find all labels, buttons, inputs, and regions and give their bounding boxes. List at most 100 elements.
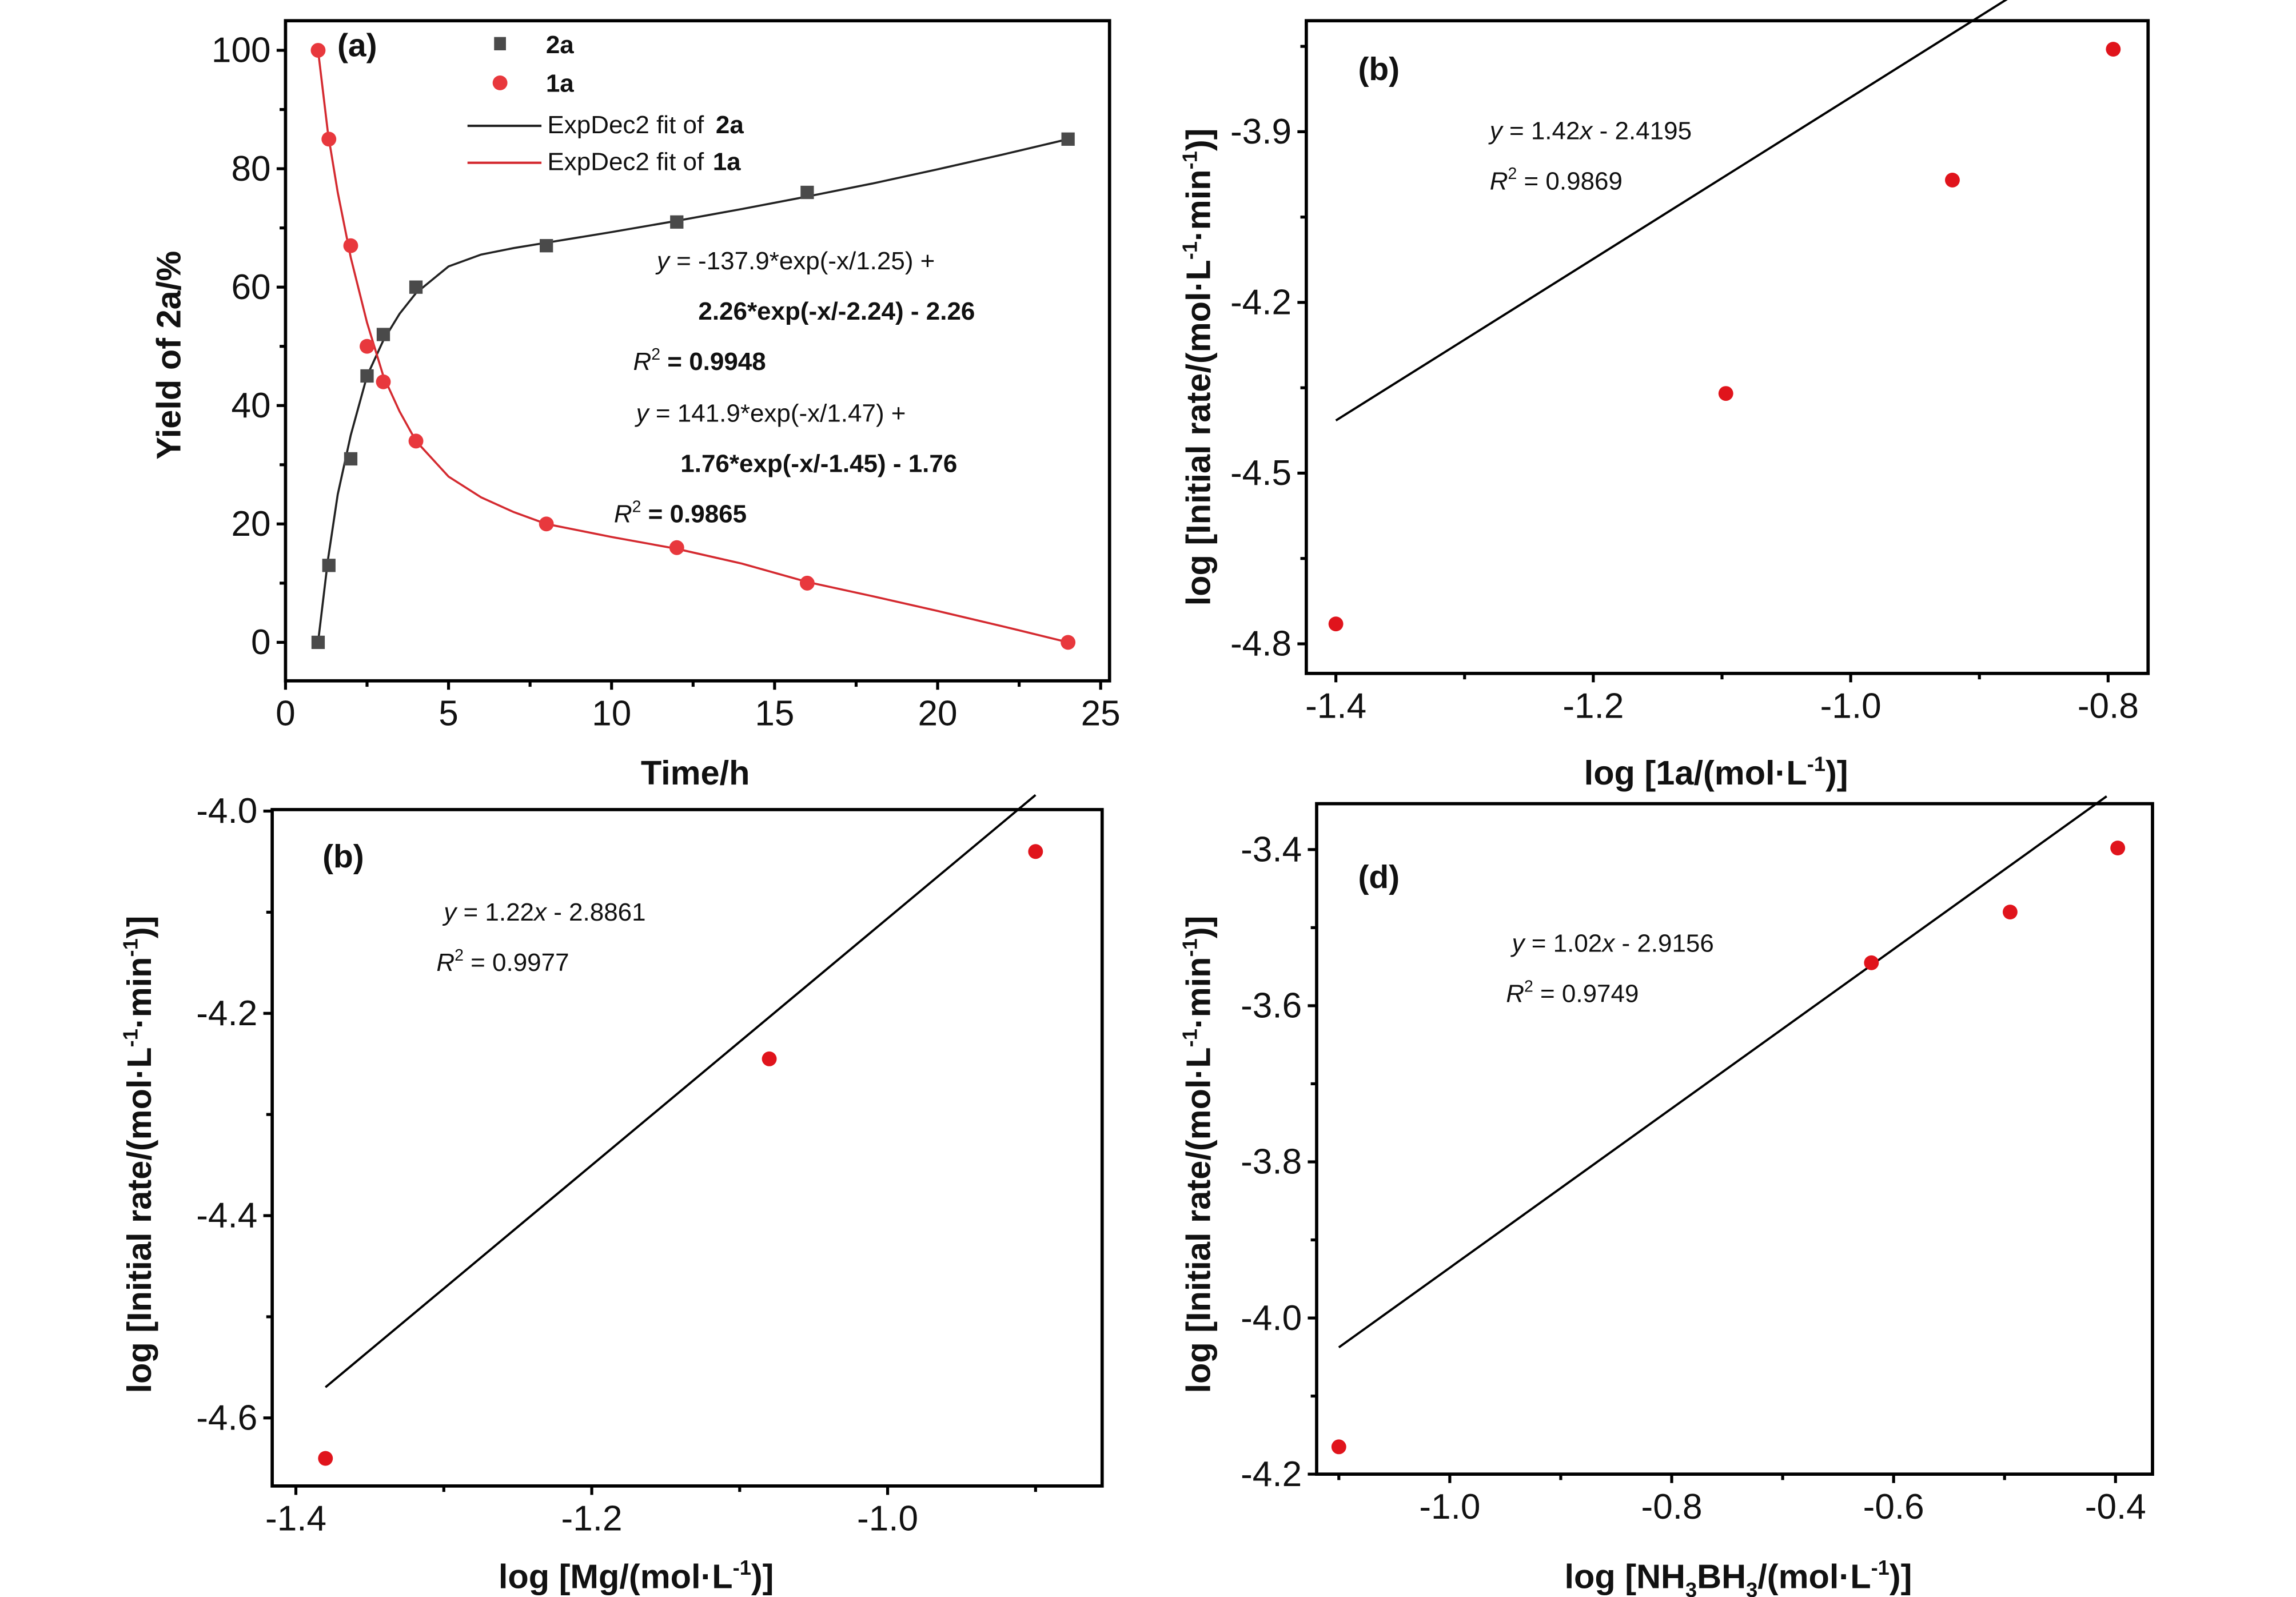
linear-fit-line bbox=[1335, 0, 2008, 422]
panel-b-equation: y = 1.42x - 2.4195 bbox=[1488, 117, 1692, 145]
panel-d-fit bbox=[1338, 795, 2107, 1348]
panel-c-xlabel: log [Mg/(mol·L-1)] bbox=[499, 1556, 774, 1595]
data-point bbox=[2003, 905, 2018, 919]
y-tick-label: -4.2 bbox=[1241, 1455, 1302, 1494]
data-point-2a bbox=[1061, 132, 1075, 146]
y-tick-label: -3.8 bbox=[1241, 1142, 1302, 1182]
data-point bbox=[1945, 173, 1960, 188]
y-tick-label: -4.0 bbox=[1241, 1299, 1302, 1338]
panel-b: -1.4 -1.2 -1.0 -0.8 -3.9 -4.2 -4.5 -4.8 (b) y =… bbox=[1178, 0, 2150, 792]
data-point-1a bbox=[669, 540, 684, 555]
legend-square-marker-icon bbox=[494, 37, 506, 51]
y-tick-label: 40 bbox=[231, 386, 270, 425]
legend-label-fit-1a: ExpDec2 fit of 1a bbox=[547, 148, 741, 176]
data-point bbox=[1331, 1439, 1346, 1455]
data-point bbox=[1028, 844, 1043, 859]
data-point-1a bbox=[310, 43, 326, 58]
y-tick-label: 60 bbox=[231, 268, 270, 307]
data-point-1a bbox=[321, 132, 337, 147]
legend-label-2a: 2a bbox=[546, 31, 574, 59]
data-point-1a bbox=[360, 338, 374, 354]
data-point-1a bbox=[1061, 635, 1076, 650]
y-tick-label: -3.9 bbox=[1230, 112, 1292, 152]
data-point bbox=[1718, 386, 1733, 401]
x-tick-label: -0.6 bbox=[1863, 1487, 1924, 1527]
y-tick-label: -4.2 bbox=[1230, 283, 1292, 322]
eq2-r2: R2 = 0.9865 bbox=[614, 498, 747, 528]
x-tick-label: 10 bbox=[592, 694, 631, 733]
x-tick-label: 20 bbox=[918, 694, 957, 733]
panel-c-ticks: -1.4 -1.2 -1.0 -4.0 -4.2 -4.4 -4.6 bbox=[196, 791, 1037, 1539]
y-tick-label: -4.6 bbox=[196, 1398, 257, 1437]
fit-curve-2a bbox=[317, 138, 1069, 643]
panel-c-r2: R2 = 0.9977 bbox=[436, 946, 569, 977]
x-tick-label: -1.2 bbox=[561, 1499, 623, 1539]
data-point bbox=[762, 1051, 777, 1066]
data-point-2a bbox=[311, 635, 325, 650]
data-point-1a bbox=[343, 238, 358, 253]
y-tick-label: -3.6 bbox=[1241, 986, 1302, 1026]
panel-c-fit bbox=[325, 794, 1037, 1388]
linear-fit-line bbox=[1338, 795, 2107, 1348]
y-tick-label: 100 bbox=[212, 31, 271, 70]
panel-d-points bbox=[1331, 841, 2126, 1455]
panel-b-ticks: -1.4 -1.2 -1.0 -0.8 -3.9 -4.2 -4.5 -4.8 bbox=[1230, 45, 2139, 726]
x-tick-label: -1.0 bbox=[1419, 1487, 1480, 1527]
panel-c-equation: y = 1.22x - 2.8861 bbox=[442, 898, 645, 926]
panel-b-xlabel: log [1a/(mol·L-1)] bbox=[1584, 752, 1848, 792]
fit-curve-1a bbox=[317, 50, 1069, 644]
panel-d-ylabel: log [Initial rate/(mol·L-1·min-1)] bbox=[1178, 916, 1217, 1393]
data-point-1a bbox=[799, 575, 815, 591]
panel-b-ylabel: log [Initial rate/(mol·L-1·min-1)] bbox=[1178, 128, 1217, 606]
panel-c-points bbox=[318, 844, 1043, 1466]
legend-circle-marker-icon bbox=[492, 75, 508, 90]
x-tick-label: -0.4 bbox=[2085, 1487, 2146, 1527]
eq2-line1: y = 141.9*exp(-x/1.47) + bbox=[635, 400, 906, 428]
data-point-2a bbox=[360, 369, 374, 383]
data-point-2a bbox=[322, 559, 336, 572]
panel-b-points bbox=[1328, 42, 2121, 632]
data-point bbox=[1328, 616, 1344, 632]
panel-a-label: (a) bbox=[337, 27, 377, 63]
panel-a-xlabel: Time/h bbox=[641, 754, 750, 792]
panel-c: -1.4 -1.2 -1.0 -4.0 -4.2 -4.4 -4.6 (b) y = 1.2… bbox=[119, 791, 1104, 1595]
y-tick-label: -4.0 bbox=[196, 791, 257, 831]
legend-label-fit-2a: ExpDec2 fit of 2a bbox=[547, 111, 744, 139]
panel-d-equation: y = 1.02x - 2.9156 bbox=[1510, 929, 1714, 957]
y-tick-label: 20 bbox=[231, 504, 270, 544]
panel-a-legend: 2a 1a ExpDec2 fit of 2a ExpDec2 fit of 1a bbox=[467, 31, 744, 176]
data-point-2a bbox=[344, 452, 358, 466]
panel-a-ticks: 0 5 10 15 20 25 0 20 40 60 80 100 bbox=[212, 31, 1121, 734]
panel-c-frame bbox=[270, 808, 1104, 1488]
panel-b-r2: R2 = 0.9869 bbox=[1490, 165, 1623, 195]
panel-c-label: (b) bbox=[322, 838, 364, 875]
panel-a-fits bbox=[317, 50, 1069, 644]
data-point-1a bbox=[408, 433, 424, 449]
data-point bbox=[1864, 955, 1879, 970]
panel-a: 0 5 10 15 20 25 0 20 40 60 80 100 (a) 2a 1a ExpDec2… bbox=[150, 19, 1121, 792]
panel-c-ylabel: log [Initial rate/(mol·L-1·min-1)] bbox=[119, 916, 158, 1393]
x-tick-label: 5 bbox=[439, 694, 459, 733]
data-point-1a bbox=[539, 516, 554, 532]
y-tick-label: -3.4 bbox=[1241, 830, 1302, 870]
x-tick-label: 25 bbox=[1081, 694, 1121, 733]
data-point-2a bbox=[540, 239, 553, 253]
data-point bbox=[2106, 42, 2121, 57]
linear-fit-line bbox=[325, 794, 1037, 1388]
panel-d-r2: R2 = 0.9749 bbox=[1506, 977, 1639, 1007]
panel-d-ticks: -1.0 -0.8 -0.6 -0.4 -3.4 -3.6 -3.8 -4.0 -4.2 bbox=[1241, 830, 2146, 1527]
x-tick-label: 15 bbox=[755, 694, 794, 733]
panel-d-label: (d) bbox=[1358, 859, 1400, 895]
x-tick-label: -0.8 bbox=[1641, 1487, 1703, 1527]
panel-d-xlabel: log [NH3BH3/(mol·L-1)] bbox=[1564, 1556, 1912, 1597]
panel-b-label: (b) bbox=[1358, 51, 1400, 87]
eq1-line1: y = -137.9*exp(-x/1.25) + bbox=[655, 247, 935, 275]
data-point-2a bbox=[800, 185, 814, 200]
x-tick-label: 0 bbox=[276, 694, 296, 733]
eq2-line2: 1.76*exp(-x/-1.45) - 1.76 bbox=[680, 450, 957, 478]
panel-a-points bbox=[310, 43, 1076, 650]
data-point bbox=[318, 1451, 333, 1466]
x-tick-label: -1.0 bbox=[857, 1499, 918, 1539]
panel-d: -1.0 -0.8 -0.6 -0.4 -3.4 -3.6 -3.8 -4.0 -4.2 (d)… bbox=[1178, 795, 2154, 1597]
